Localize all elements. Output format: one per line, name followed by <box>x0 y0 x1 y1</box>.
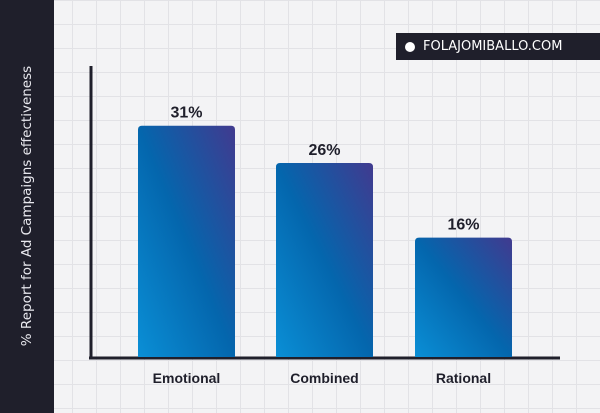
x-tick-label: Emotional <box>153 370 221 386</box>
dot-icon <box>405 41 415 52</box>
bar <box>276 163 373 357</box>
bar <box>138 125 235 357</box>
bar <box>415 237 512 357</box>
data-label: 26% <box>308 142 340 159</box>
watermark-badge: FOLAJOMIBALLO.COM <box>396 33 600 60</box>
data-label: 31% <box>170 105 202 122</box>
sidebar-strip: % Report for Ad Campaigns effectiveness <box>0 0 54 413</box>
x-tick-label: Combined <box>290 370 358 386</box>
watermark-text: FOLAJOMIBALLO.COM <box>423 39 563 54</box>
data-label: 16% <box>447 217 479 234</box>
x-tick-label: Rational <box>436 370 491 386</box>
